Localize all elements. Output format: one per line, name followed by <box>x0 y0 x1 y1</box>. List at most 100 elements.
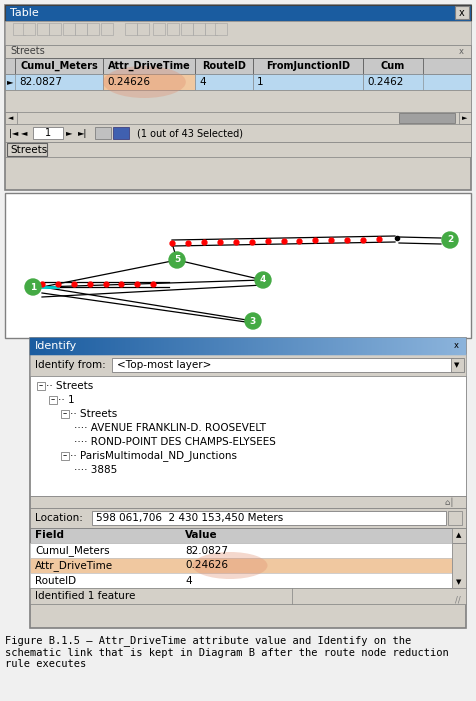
Bar <box>451 358 464 372</box>
Circle shape <box>442 232 458 248</box>
Bar <box>30 543 452 558</box>
Bar <box>292 588 466 604</box>
Text: Streets: Streets <box>10 145 47 155</box>
Bar <box>103 58 195 74</box>
Bar <box>5 74 471 90</box>
Text: Identify from:: Identify from: <box>35 360 106 370</box>
Bar <box>61 452 69 460</box>
Bar <box>30 496 466 508</box>
Bar <box>5 124 471 142</box>
Bar <box>15 74 103 90</box>
Bar <box>30 528 466 543</box>
Bar <box>205 23 217 35</box>
Text: 4: 4 <box>260 275 266 285</box>
Bar <box>5 193 471 338</box>
Text: 82.0827: 82.0827 <box>185 545 228 555</box>
Bar <box>167 23 179 35</box>
Bar <box>92 511 446 525</box>
Text: ·· Streets: ·· Streets <box>70 409 117 419</box>
Bar <box>63 23 75 35</box>
Bar <box>181 23 193 35</box>
Bar <box>37 23 49 35</box>
Text: 0.2462: 0.2462 <box>367 77 403 87</box>
Bar <box>215 23 227 35</box>
Bar <box>15 58 103 74</box>
Bar <box>193 23 205 35</box>
Bar <box>459 112 471 124</box>
Text: Identified 1 feature: Identified 1 feature <box>35 591 135 601</box>
Bar <box>5 58 15 74</box>
Bar <box>113 127 129 139</box>
Bar <box>7 143 47 156</box>
Text: ···· 3885: ···· 3885 <box>74 465 117 475</box>
Text: 598 061,706  2 430 153,450 Meters: 598 061,706 2 430 153,450 Meters <box>96 513 283 523</box>
Text: FromJunctionID: FromJunctionID <box>266 61 350 71</box>
Bar <box>153 23 165 35</box>
Text: RouteID: RouteID <box>35 576 76 585</box>
Bar <box>30 573 452 588</box>
Bar <box>253 74 363 90</box>
Bar <box>5 90 471 112</box>
Text: Table: Table <box>10 8 39 18</box>
Text: Cumul_Meters: Cumul_Meters <box>20 61 98 71</box>
Text: ▲: ▲ <box>456 533 462 538</box>
Text: 82.0827: 82.0827 <box>19 77 62 87</box>
Bar <box>103 74 195 90</box>
Text: ▼: ▼ <box>454 362 460 368</box>
Bar <box>452 543 466 588</box>
Text: ·· 1: ·· 1 <box>58 395 75 405</box>
Text: 4: 4 <box>185 576 192 585</box>
Text: Attr_DriveTime: Attr_DriveTime <box>35 560 113 571</box>
Text: ···· AVENUE FRANKLIN-D. ROOSEVELT: ···· AVENUE FRANKLIN-D. ROOSEVELT <box>74 423 266 433</box>
Bar <box>5 21 471 45</box>
Text: Location:: Location: <box>35 513 83 523</box>
Text: ►|: ►| <box>78 128 88 137</box>
Text: Value: Value <box>185 531 218 540</box>
Bar <box>49 396 57 404</box>
Bar <box>75 23 87 35</box>
Bar <box>101 23 113 35</box>
Bar <box>195 58 253 74</box>
Bar <box>61 410 69 418</box>
Bar <box>137 23 149 35</box>
Text: ◄: ◄ <box>21 128 28 137</box>
Text: x: x <box>458 46 464 55</box>
Bar <box>23 23 35 35</box>
Text: –: – <box>63 409 67 418</box>
Bar <box>5 112 471 124</box>
Text: ·· Streets: ·· Streets <box>46 381 93 391</box>
Text: ►: ► <box>66 128 72 137</box>
Text: ···· ROND-POINT DES CHAMPS-ELYSEES: ···· ROND-POINT DES CHAMPS-ELYSEES <box>74 437 276 447</box>
Text: 0.24626: 0.24626 <box>107 77 150 87</box>
Bar <box>30 354 466 376</box>
Circle shape <box>255 272 271 288</box>
Bar <box>363 58 423 74</box>
Text: //: // <box>455 596 461 604</box>
Bar <box>5 5 471 190</box>
Text: –: – <box>51 395 55 404</box>
Circle shape <box>169 252 185 268</box>
Bar <box>195 74 253 90</box>
Text: ▼: ▼ <box>456 579 462 585</box>
Bar <box>30 376 466 496</box>
Text: Streets: Streets <box>10 46 45 56</box>
Text: –: – <box>39 381 43 390</box>
Ellipse shape <box>103 66 186 98</box>
Text: 0.24626: 0.24626 <box>185 561 228 571</box>
Text: x: x <box>459 8 465 18</box>
Text: Field: Field <box>35 531 64 540</box>
Bar <box>30 588 292 604</box>
Text: Figure B.1.5 – Attr_DriveTime attribute value and Identify on the
schematic link: Figure B.1.5 – Attr_DriveTime attribute … <box>5 635 449 669</box>
Text: <Top-most layer>: <Top-most layer> <box>117 360 211 370</box>
Circle shape <box>25 279 41 295</box>
Bar <box>448 511 462 525</box>
Bar <box>49 23 61 35</box>
Bar <box>30 558 452 573</box>
Bar <box>30 588 466 604</box>
Text: 1: 1 <box>45 128 51 138</box>
Text: Identify: Identify <box>35 341 77 351</box>
Bar <box>253 58 363 74</box>
Text: (1 out of 43 Selected): (1 out of 43 Selected) <box>137 128 243 138</box>
Bar <box>452 528 466 543</box>
Text: ·· ParisMultimodal_ND_Junctions: ·· ParisMultimodal_ND_Junctions <box>70 451 237 461</box>
